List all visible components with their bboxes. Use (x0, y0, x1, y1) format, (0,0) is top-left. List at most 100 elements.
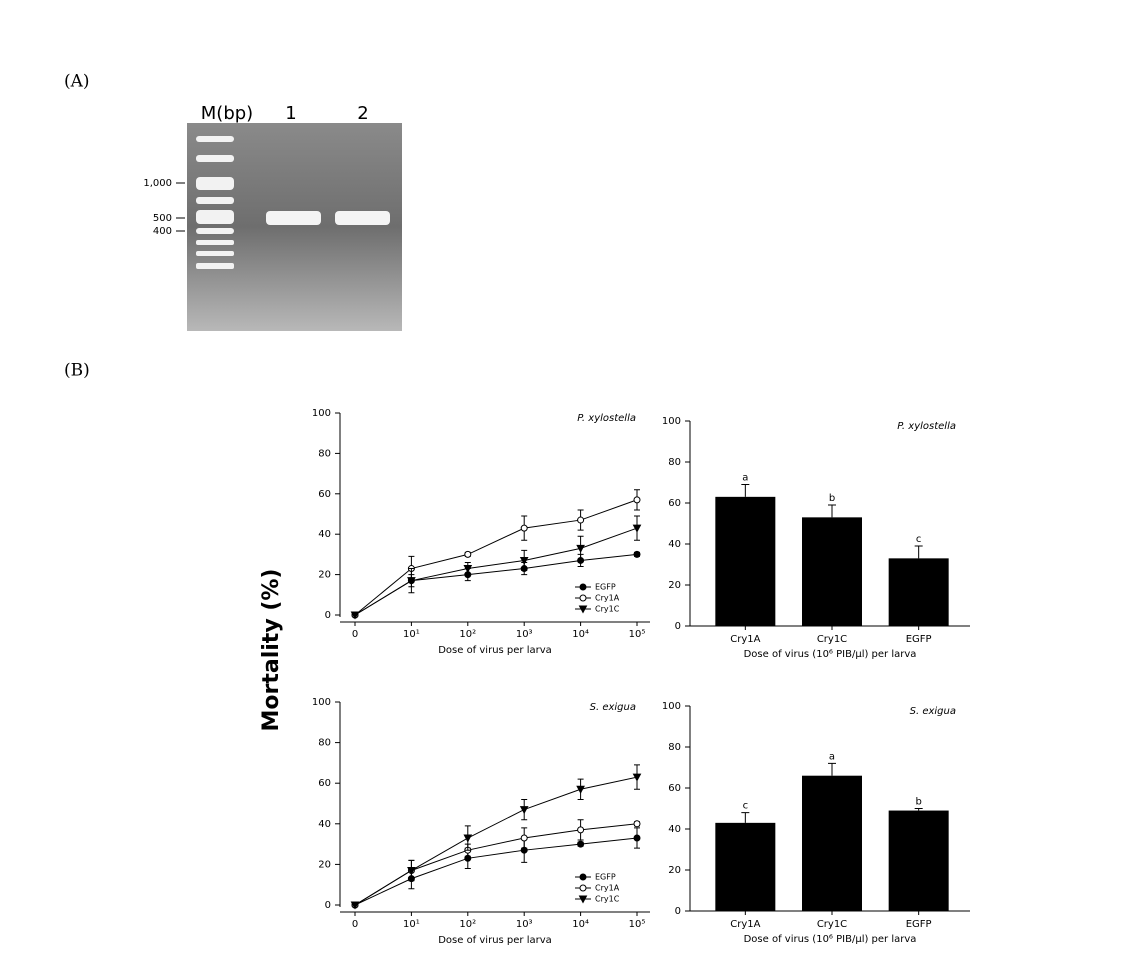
legend-label: EGFP (595, 583, 616, 592)
ladder (196, 136, 234, 269)
x-tick-label: 10⁴ (572, 919, 589, 930)
marker-label: 500 (153, 213, 172, 224)
significance-letter: b (829, 493, 835, 504)
chart-annotation: P. xylostella (577, 413, 636, 424)
x-tick-label: 10² (459, 919, 476, 930)
y-tick-label: 60 (318, 489, 331, 500)
marker (633, 496, 641, 504)
marker (633, 820, 641, 828)
y-tick-label: 100 (662, 416, 681, 427)
legend-marker (579, 594, 587, 602)
marker (520, 524, 528, 532)
legend-marker (579, 873, 587, 881)
significance-letter: c (743, 801, 749, 812)
marker (463, 834, 473, 843)
bar (802, 775, 862, 911)
y-tick-label: 0 (675, 621, 681, 632)
marker-ticks (176, 182, 185, 232)
legend-marker (578, 895, 588, 904)
error-bar (914, 545, 923, 559)
lane-label: 1 (285, 103, 296, 124)
bar (715, 822, 776, 911)
line (354, 823, 638, 906)
legend-marker (579, 884, 587, 892)
marker (407, 866, 416, 876)
line (354, 499, 638, 616)
x-tick-label: Cry1C (817, 919, 847, 930)
marker (576, 544, 585, 553)
significance-letter: a (829, 751, 835, 762)
chart-annotation: S. exigua (910, 706, 956, 717)
x-tick-label: 0 (352, 919, 358, 930)
y-axis-label: Mortality (%) (259, 569, 284, 732)
y-tick-label: 80 (668, 457, 681, 468)
x-axis-label: Dose of virus per larva (438, 645, 552, 656)
marker (463, 565, 473, 574)
x-tick-label: 0 (352, 629, 358, 640)
chart-annotation: P. xylostella (897, 421, 956, 432)
marker (632, 524, 642, 533)
marker (519, 556, 529, 566)
y-tick-label: 100 (312, 697, 331, 708)
marker (577, 840, 585, 848)
y-tick-label: 60 (668, 783, 681, 794)
y-tick-label: 20 (668, 865, 681, 876)
y-tick-label: 60 (318, 778, 331, 789)
y-tick-label: 100 (312, 408, 331, 419)
lane-label: 2 (357, 103, 368, 124)
x-tick-label: Cry1A (730, 634, 760, 645)
error-bar (914, 808, 923, 811)
chart-annotation: S. exigua (590, 702, 636, 713)
y-tick-label: 40 (318, 529, 331, 540)
legend-label: Cry1A (595, 884, 620, 893)
x-tick-label: 10⁴ (572, 629, 589, 640)
x-tick-label: 10³ (516, 919, 533, 930)
x-axis-label: Dose of virus per larva (438, 935, 552, 946)
y-tick-label: 40 (318, 819, 331, 830)
y-tick-label: 80 (668, 742, 681, 753)
marker (520, 834, 528, 842)
marker (577, 826, 585, 834)
marker (576, 785, 585, 794)
y-tick-label: 0 (325, 610, 331, 621)
x-axis-label: Dose of virus (10⁶ PIB/μl) per larva (744, 934, 917, 945)
y-tick-label: 20 (668, 580, 681, 591)
legend-label: EGFP (595, 873, 616, 882)
y-tick-label: 0 (675, 906, 681, 917)
error-bar (741, 484, 750, 497)
marker (633, 834, 641, 842)
marker (519, 806, 529, 815)
bar (715, 496, 776, 626)
x-tick-label: 10² (459, 629, 476, 640)
legend-marker (579, 583, 587, 591)
y-tick-label: 80 (318, 738, 331, 749)
panel-label: (A) (64, 72, 90, 92)
y-tick-label: 20 (318, 570, 331, 581)
x-tick-label: EGFP (906, 634, 932, 645)
bar (802, 517, 862, 626)
y-tick-label: 40 (668, 539, 681, 550)
marker-label: 1,000 (143, 178, 172, 189)
x-tick-label: EGFP (906, 919, 932, 930)
legend-label: Cry1A (595, 594, 620, 603)
significance-letter: b (915, 797, 921, 808)
y-tick-label: 100 (662, 701, 681, 712)
line (354, 776, 638, 906)
x-tick-label: Cry1A (730, 919, 760, 930)
line (354, 527, 638, 616)
y-tick-label: 40 (668, 824, 681, 835)
marker (464, 550, 472, 558)
marker (632, 773, 642, 782)
x-tick-label: 10³ (516, 629, 533, 640)
y-tick-label: 80 (318, 448, 331, 459)
marker (350, 901, 360, 910)
line (354, 837, 638, 906)
bar (888, 810, 949, 911)
gel-image (187, 123, 402, 331)
y-tick-label: 60 (668, 498, 681, 509)
marker (633, 550, 641, 558)
marker (350, 611, 360, 620)
error-bar (828, 504, 836, 518)
x-tick-label: 10¹ (403, 919, 420, 930)
